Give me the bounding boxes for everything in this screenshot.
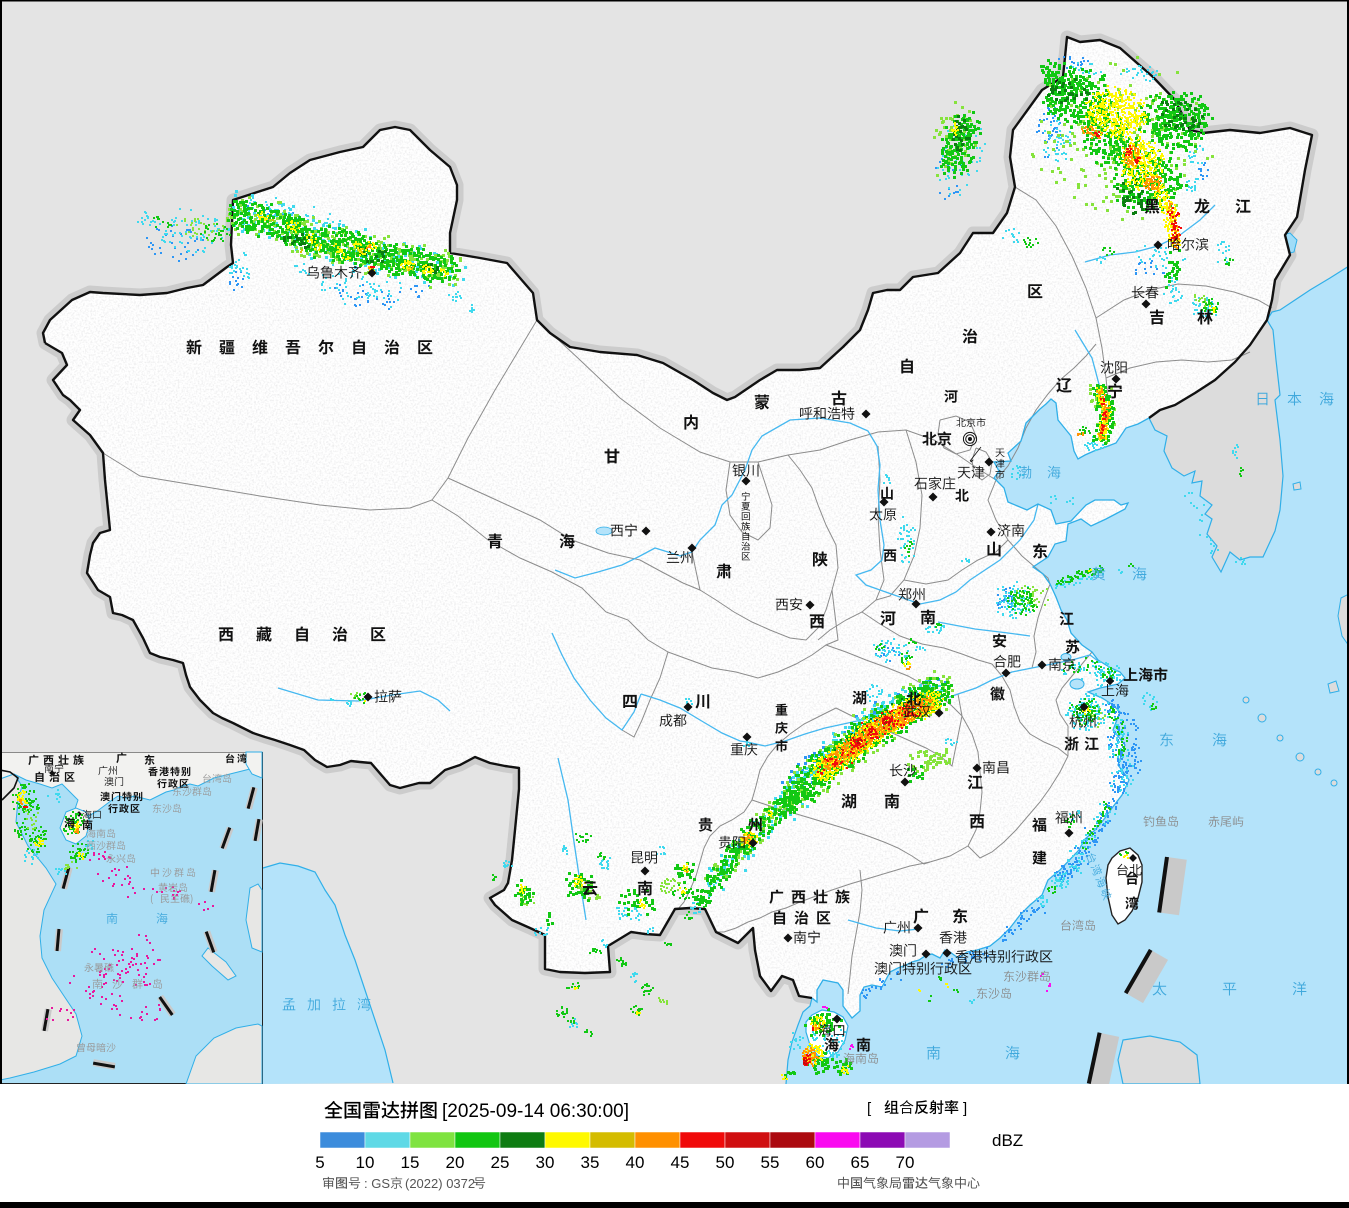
svg-text:60: 60 [806,1153,825,1172]
svg-text:70: 70 [896,1153,915,1172]
svg-text:55: 55 [761,1153,780,1172]
svg-text:30: 30 [536,1153,555,1172]
svg-text:10: 10 [356,1153,375,1172]
svg-text:40: 40 [626,1153,645,1172]
svg-text:: GS: : GS [364,1176,390,1191]
svg-text:45: 45 [671,1153,690,1172]
svg-text:]: ] [963,1100,967,1117]
svg-text:25: 25 [491,1153,510,1172]
svg-text:20: 20 [446,1153,465,1172]
svg-text:[2025-09-14 06:30:00]: [2025-09-14 06:30:00] [442,1101,629,1122]
svg-text:(2022) 0372: (2022) 0372 [405,1176,475,1191]
svg-text:65: 65 [851,1153,870,1172]
svg-text:15: 15 [401,1153,420,1172]
svg-text:5: 5 [315,1153,324,1172]
svg-text:dBZ: dBZ [992,1131,1023,1150]
svg-text:50: 50 [716,1153,735,1172]
svg-text:35: 35 [581,1153,600,1172]
svg-text:[: [ [867,1100,872,1117]
